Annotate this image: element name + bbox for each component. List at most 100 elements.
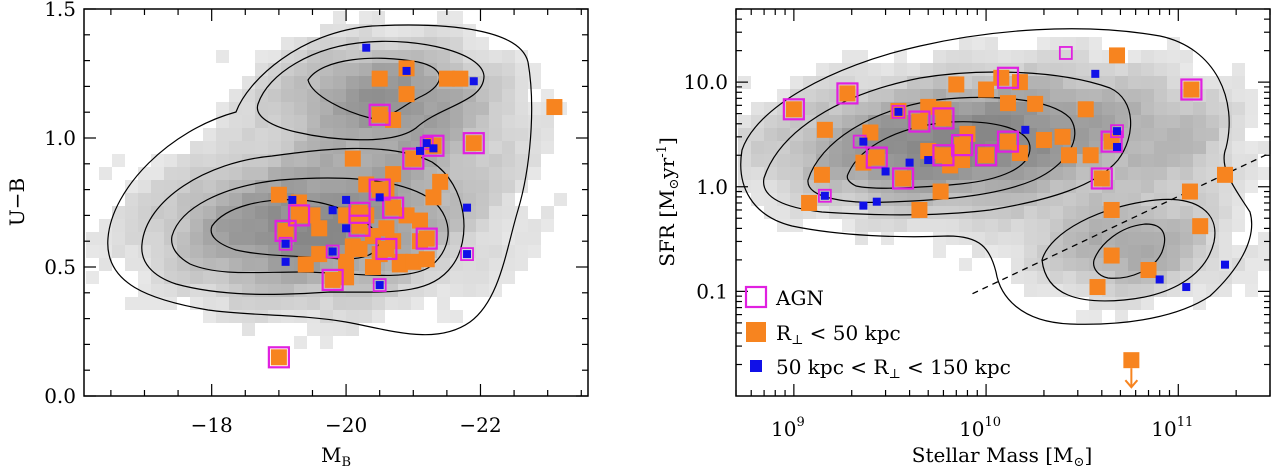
right-density-cell	[1011, 219, 1024, 232]
right-density-cell	[777, 128, 790, 141]
left-density-cell	[242, 310, 255, 323]
left-point-agn	[415, 227, 438, 250]
left-density-cell	[424, 271, 437, 284]
left-point-agn_small	[460, 247, 474, 262]
right-density-cell	[894, 206, 907, 219]
right-point-orange	[999, 133, 1016, 150]
left-density-cell	[437, 284, 450, 297]
left-density-cell	[86, 232, 99, 245]
right-density-cell	[920, 63, 933, 76]
left-density-cell	[307, 63, 320, 76]
right-density-cell	[790, 219, 803, 232]
left-density-cell	[372, 167, 385, 180]
right-density-cell	[738, 154, 751, 167]
right-density-cell	[946, 193, 959, 206]
right-density-cell	[1063, 167, 1076, 180]
left-density-cell	[398, 297, 411, 310]
right-density-cell	[1076, 310, 1089, 323]
left-density-cell	[86, 245, 99, 258]
right-density-cell	[946, 232, 959, 245]
right-density-cell	[998, 167, 1011, 180]
left-density-cell	[320, 167, 333, 180]
left-density-cell	[242, 167, 255, 180]
right-density-cell	[1167, 63, 1180, 76]
right-density-cell	[1245, 141, 1258, 154]
right-density-cell	[1193, 115, 1206, 128]
left-density-cell	[372, 206, 385, 219]
left-point-agn	[375, 237, 398, 261]
left-density-cell	[385, 63, 398, 76]
right-density-cell	[1037, 50, 1050, 63]
right-point-orange	[1060, 147, 1077, 164]
right-density-cell	[1206, 167, 1219, 180]
left-density-cell	[203, 128, 216, 141]
left-density-cell	[112, 154, 125, 167]
left-density-cell	[515, 141, 528, 154]
right-density-cell	[1024, 193, 1037, 206]
left-density-cell	[151, 154, 164, 167]
right-density-cell	[1180, 271, 1193, 284]
right-density-cell	[855, 219, 868, 232]
left-density-cell	[307, 167, 320, 180]
left-point-orange	[391, 256, 408, 273]
left-density-cell	[450, 141, 463, 154]
left-density-cell	[450, 310, 463, 323]
left-density-cell	[398, 180, 411, 193]
right-density-cell	[1219, 128, 1232, 141]
left-density-cell	[437, 50, 450, 63]
right-density-cell	[1245, 258, 1258, 271]
right-density-cell	[1206, 76, 1219, 89]
right-density-cell	[803, 89, 816, 102]
left-density-cell	[450, 180, 463, 193]
right-density-cell	[1063, 245, 1076, 258]
left-density-cell	[164, 258, 177, 271]
right-density-cell	[959, 37, 972, 50]
right-density-cell	[1063, 193, 1076, 206]
right-density-cell	[751, 154, 764, 167]
right-density-cell	[1245, 271, 1258, 284]
left-density-cell	[268, 284, 281, 297]
left-density-cell	[320, 102, 333, 115]
left-density-cell	[99, 232, 112, 245]
right-density-cell	[998, 219, 1011, 232]
left-density-cell	[151, 284, 164, 297]
right-density-cell	[1232, 206, 1245, 219]
left-density-cell	[151, 180, 164, 193]
right-density-cell	[1128, 154, 1141, 167]
left-density-cell	[216, 141, 229, 154]
right-density-cell	[959, 258, 972, 271]
left-ylabel: U−B	[5, 178, 29, 226]
left-panel: −18 −20 −22 0.0 0.5 1.0 1.5 MB U−B	[5, 0, 589, 470]
right-point-orange	[1077, 101, 1094, 118]
right-density-cell	[816, 89, 829, 102]
left-density-cell	[437, 115, 450, 128]
left-point-orange	[351, 204, 368, 221]
left-density-cell	[125, 219, 138, 232]
right-density-cell	[1232, 102, 1245, 115]
left-density-cell	[203, 310, 216, 323]
left-density-cell	[346, 89, 359, 102]
left-density-cell	[268, 258, 281, 271]
legend-orange-label: R⊥ < 50 kpc	[776, 321, 901, 348]
right-point-orange	[911, 201, 928, 218]
right-density-cell	[1167, 284, 1180, 297]
left-density-cell	[190, 245, 203, 258]
right-density-cell	[1128, 102, 1141, 115]
right-point-agn_small	[1058, 46, 1073, 60]
left-density-cell	[450, 11, 463, 24]
right-density-cell	[777, 167, 790, 180]
right-xtick-label: 109	[771, 415, 805, 441]
left-density-cell	[125, 258, 138, 271]
left-density-cell	[515, 102, 528, 115]
right-density-cell	[1076, 258, 1089, 271]
left-point-orange	[270, 349, 287, 366]
right-density-cell	[1219, 271, 1232, 284]
left-density-cell	[242, 219, 255, 232]
right-density-cell	[1232, 245, 1245, 258]
left-density-cell	[385, 154, 398, 167]
left-density-cell	[294, 128, 307, 141]
right-density-cell	[764, 180, 777, 193]
right-density-cell	[829, 63, 842, 76]
right-density-cell	[1206, 154, 1219, 167]
right-density-cell	[868, 89, 881, 102]
